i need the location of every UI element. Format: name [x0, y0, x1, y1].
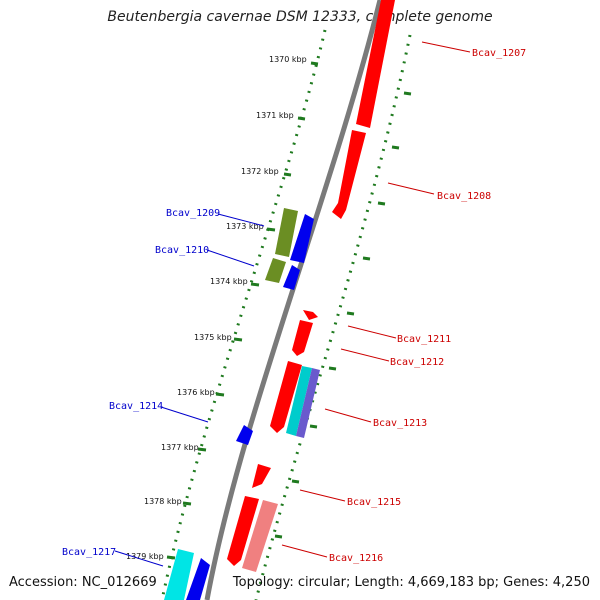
forward-genes [227, 0, 395, 572]
label-bcav-1213[interactable]: Bcav_1213 [373, 418, 427, 429]
reverse-connectors [114, 213, 265, 567]
kbp-label-1370: 1370 kbp [269, 55, 307, 64]
reverse-genes [164, 208, 314, 600]
gene-bcav-1213-purple[interactable] [296, 368, 320, 438]
gene-bcav-1217[interactable] [164, 549, 194, 600]
gene-bcav-1216[interactable] [242, 500, 278, 572]
gene-bcav-1216-a[interactable] [227, 496, 259, 566]
tick-1374 [250, 282, 260, 287]
label-bcav-1217[interactable]: Bcav_1217 [62, 547, 116, 558]
gene-bcav-1211-a[interactable] [303, 310, 318, 320]
map-title: Beutenbergia cavernae DSM 12333, complet… [107, 9, 493, 25]
gene-bcav-1207[interactable] [356, 0, 395, 128]
kbp-label-1379: 1379 kbp [126, 552, 164, 561]
major-ticks [166, 61, 319, 560]
label-bcav-1207[interactable]: Bcav_1207 [472, 48, 526, 59]
label-bcav-1215[interactable]: Bcav_1215 [347, 497, 401, 508]
label-bcav-1210[interactable]: Bcav_1210 [155, 245, 209, 256]
outer-ticks [274, 91, 412, 539]
gene-bcav-1209-blue[interactable] [290, 214, 314, 263]
kbp-label-1377: 1377 kbp [161, 443, 199, 452]
tick-1370 [310, 61, 319, 66]
gene-bcav-1215[interactable] [252, 464, 271, 488]
forward-connectors [281, 41, 471, 558]
tick-1373 [266, 227, 276, 232]
label-bcav-1216[interactable]: Bcav_1216 [329, 553, 383, 564]
accession-text: Accession: NC_012669 [9, 575, 157, 590]
label-bcav-1208[interactable]: Bcav_1208 [437, 191, 491, 202]
genome-summary-text: Topology: circular; Length: 4,669,183 bp… [232, 575, 590, 590]
label-bcav-1209[interactable]: Bcav_1209 [166, 208, 220, 219]
kbp-label-1374: 1374 kbp [210, 277, 248, 286]
gene-bcav-1210-blue[interactable] [283, 265, 300, 290]
gene-bcav-1214[interactable] [236, 425, 253, 445]
label-bcav-1211[interactable]: Bcav_1211 [397, 334, 451, 345]
tick-1372 [283, 172, 292, 177]
gene-bcav-1210[interactable] [265, 258, 286, 283]
tick-1379 [166, 555, 176, 560]
label-bcav-1214[interactable]: Bcav_1214 [109, 401, 163, 412]
gene-bcav-1213[interactable] [270, 361, 302, 433]
kbp-label-1376: 1376 kbp [177, 388, 215, 397]
tick-1375 [233, 337, 243, 342]
gene-bcav-1213-cyan[interactable] [286, 366, 312, 436]
gene-bcav-1209[interactable] [275, 208, 298, 257]
genome-backbone [204, 0, 383, 600]
tick-1371 [297, 116, 306, 121]
kbp-label-1375: 1375 kbp [194, 333, 232, 342]
tick-1376 [215, 392, 225, 397]
gene-bcav-1208[interactable] [332, 130, 366, 219]
tick-1378 [182, 501, 192, 506]
tick-1377 [197, 447, 207, 452]
gene-bcav-1211[interactable] [292, 320, 313, 356]
label-bcav-1212[interactable]: Bcav_1212 [390, 357, 444, 368]
kbp-label-1378: 1378 kbp [144, 497, 182, 506]
kbp-label-1371: 1371 kbp [256, 111, 294, 120]
kbp-label-1372: 1372 kbp [241, 167, 279, 176]
gene-bcav-1217-blue[interactable] [186, 558, 210, 600]
kbp-label-1373: 1373 kbp [226, 222, 264, 231]
